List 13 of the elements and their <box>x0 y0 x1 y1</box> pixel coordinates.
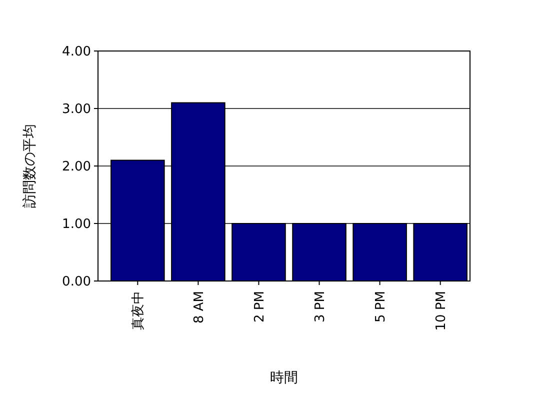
y-axis-title: 訪問数の平均 <box>22 124 38 208</box>
x-tick-label: 8 AM <box>192 291 207 324</box>
y-tick-label: 3.00 <box>62 102 91 118</box>
x-axis-title: 時間 <box>270 370 298 386</box>
x-tick-label: 10 PM <box>434 291 449 331</box>
x-tick-label: 真夜中 <box>130 291 146 330</box>
y-tick-label: 0.00 <box>62 274 91 290</box>
x-tick-label: 2 PM <box>252 291 268 322</box>
y-tick-label: 4.00 <box>62 44 91 60</box>
x-tick-label: 5 PM <box>373 291 388 322</box>
x-tick-label: 3 PM <box>312 291 328 322</box>
y-tick-label: 2.00 <box>62 160 91 175</box>
y-tick-label: 1.00 <box>62 217 91 232</box>
